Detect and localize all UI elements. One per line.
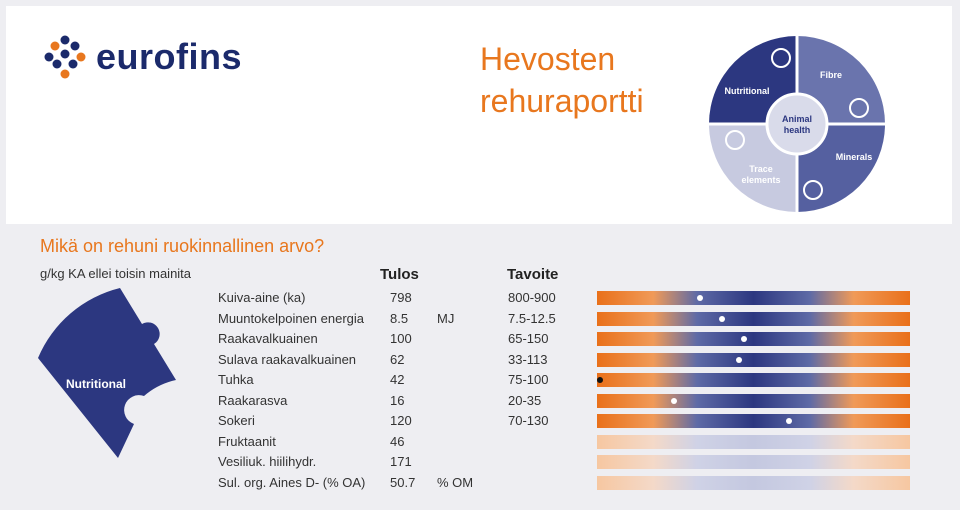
row-label: Raakavalkuainen [218, 331, 318, 346]
range-bar [597, 393, 910, 408]
table-row: Muuntokelpoinen energia 8.5 MJ 7.5-12.5 [0, 309, 960, 329]
value-marker [736, 356, 743, 363]
row-label: Kuiva-aine (ka) [218, 290, 306, 305]
table-row: Raakavalkuainen 100 65-150 [0, 329, 960, 349]
row-value: 171 [390, 454, 412, 469]
nutrition-puzzle-icon: Animal health Nutritional Fibre Minerals… [709, 36, 885, 212]
value-marker [786, 418, 793, 424]
table-row: Tuhka 42 75-100 [0, 370, 960, 390]
row-target: 70-130 [508, 413, 549, 428]
row-value: 50.7 [390, 474, 416, 490]
row-target: 7.5-12.5 [508, 310, 556, 326]
row-value: 100 [390, 331, 412, 346]
row-value: 120 [390, 413, 412, 428]
range-bar [597, 332, 910, 346]
row-label: Tuhka [218, 372, 254, 387]
puzzle-nutritional-label: Nutritional [725, 86, 770, 96]
value-marker [741, 336, 748, 342]
eurofins-logo: eurofins [42, 34, 242, 80]
table-row: Sulava raakavalkuainen 62 33-113 [0, 350, 960, 370]
section-question: Mikä on rehuni ruokinnallinen arvo? [40, 236, 325, 256]
row-label: Sul. org. Aines D- (% OA) [218, 474, 366, 490]
value-marker [670, 397, 677, 404]
unit-note: g/kg KA ellei toisin mainita [40, 266, 192, 281]
range-bar [597, 475, 910, 490]
nutritional-puzzle-piece: Nutritional [38, 288, 176, 458]
row-value: 798 [390, 290, 412, 305]
row-unit: MJ [437, 310, 455, 326]
result-column-header: Tulos [380, 266, 419, 283]
puzzle-health-label: health [784, 125, 811, 135]
table-row: Vesiliuk. hiilihydr. 171 [0, 452, 960, 472]
nutrition-section: Mikä on rehuni ruokinnallinen arvo? g/kg… [0, 224, 960, 510]
puzzle-elements-label: elements [741, 175, 780, 185]
value-marker [597, 377, 604, 383]
puzzle-fibre-label: Fibre [820, 70, 842, 80]
table-row: Kuiva-aine (ka) 798 800-900 [0, 288, 960, 308]
range-bar [597, 291, 910, 305]
range-bar [597, 352, 910, 367]
table-row: Fruktaanit 46 [0, 432, 960, 452]
page-title: Hevosten rehuraportti [480, 38, 644, 122]
puzzle-trace-label: Trace [749, 164, 773, 174]
row-target: 65-150 [508, 331, 549, 346]
range-bar [597, 311, 910, 326]
table-row: Raakarasva 16 20-35 [0, 391, 960, 411]
row-label: Vesiliuk. hiilihydr. [218, 454, 317, 469]
row-unit: % OM [437, 474, 474, 490]
title-line-2: rehuraportti [480, 83, 644, 119]
range-bar [597, 373, 910, 387]
row-value: 46 [390, 433, 405, 449]
row-target: 75-100 [508, 372, 549, 387]
value-marker [697, 295, 704, 301]
eurofins-logo-icon [44, 35, 86, 79]
target-column-header: Tavoite [507, 266, 559, 283]
range-bar [597, 434, 910, 449]
puzzle-animal-label: Animal [782, 114, 812, 124]
piece-label: Nutritional [66, 377, 126, 391]
table-row: Sul. org. Aines D- (% OA) 50.7 % OM [0, 473, 960, 493]
range-bar [597, 455, 910, 469]
row-label: Muuntokelpoinen energia [218, 310, 364, 326]
row-label: Fruktaanit [218, 433, 276, 449]
row-value: 16 [390, 392, 405, 408]
header-panel: eurofins Hevosten rehuraportti Animal he… [6, 6, 952, 224]
row-label: Raakarasva [218, 392, 288, 408]
row-label: Sulava raakavalkuainen [218, 351, 357, 367]
title-line-1: Hevosten [480, 41, 616, 77]
row-value: 8.5 [390, 310, 409, 326]
row-target: 20-35 [508, 392, 542, 408]
table-row: Sokeri 120 70-130 [0, 411, 960, 431]
row-target: 33-113 [508, 351, 548, 367]
logo-text: eurofins [96, 36, 243, 77]
row-value: 42 [390, 372, 405, 387]
row-label: Sokeri [218, 413, 255, 428]
puzzle-minerals-label: Minerals [836, 152, 873, 162]
row-value: 62 [390, 351, 405, 367]
value-marker [719, 315, 726, 322]
range-bar [597, 414, 910, 428]
row-target: 800-900 [508, 290, 556, 305]
